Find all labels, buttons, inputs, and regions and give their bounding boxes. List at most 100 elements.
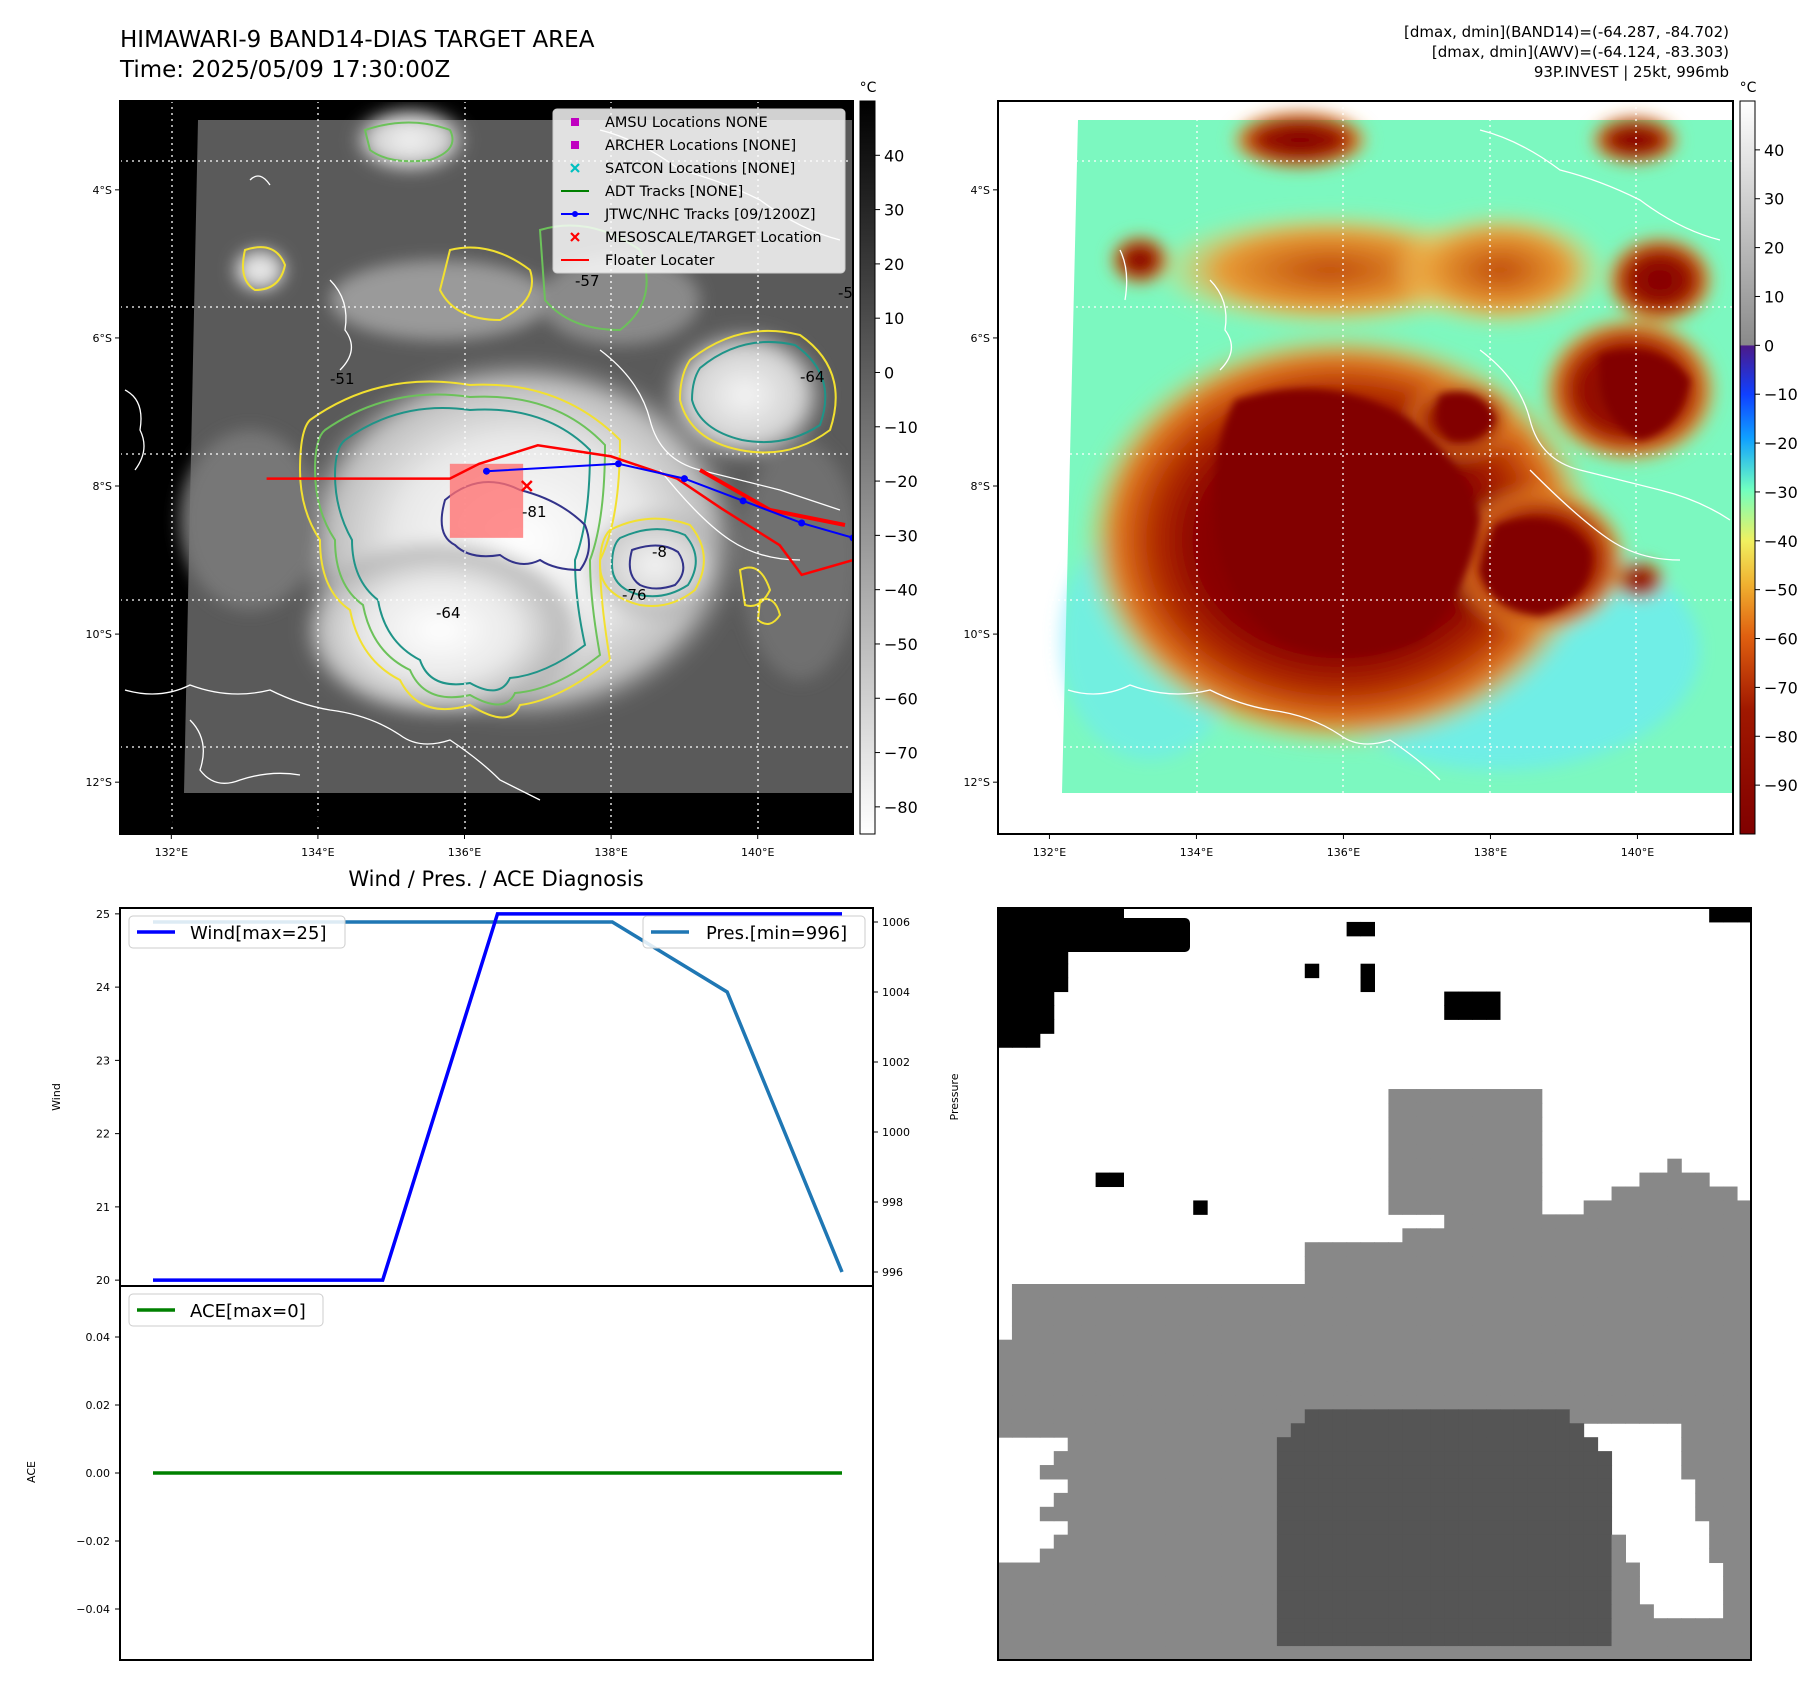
wmg-cell xyxy=(1500,1116,1515,1132)
wmg-cell xyxy=(1472,991,1487,1006)
wmg-cell xyxy=(1402,1478,1417,1494)
wmg-cell xyxy=(1681,1632,1696,1647)
wmg-cell xyxy=(1039,1325,1055,1341)
wmg-cell xyxy=(1262,1492,1278,1508)
wmg-cell xyxy=(1597,1339,1613,1355)
wmg-cell xyxy=(1402,1325,1417,1341)
wmg-cell xyxy=(1541,1297,1557,1313)
jtwc-track xyxy=(486,462,853,539)
legend-square-marker xyxy=(571,141,579,149)
wmg-cell xyxy=(1416,1409,1431,1424)
wmg-cell xyxy=(1067,1311,1083,1327)
wmg-cell xyxy=(1011,1423,1027,1438)
wmg-cell xyxy=(1639,1256,1654,1271)
wmg-cell xyxy=(1109,1492,1124,1508)
wmg-cell xyxy=(1374,1478,1389,1494)
wmg-cell xyxy=(1165,1409,1180,1424)
wmg-cell xyxy=(1569,1270,1585,1285)
wmg-cell xyxy=(1360,1381,1375,1396)
wmg-cell xyxy=(1555,1228,1571,1243)
wmg-cell xyxy=(1151,1478,1166,1494)
wmg-cell xyxy=(1444,1548,1459,1564)
wmg-cell xyxy=(1500,1604,1515,1619)
wmg-cell xyxy=(1318,1506,1334,1522)
wmg-cell xyxy=(1276,1646,1292,1661)
wmg-cell xyxy=(1430,1437,1445,1452)
wmg-cell xyxy=(1123,1423,1138,1438)
wmg-cell xyxy=(1583,1256,1599,1271)
wmg-cell xyxy=(1388,1395,1403,1410)
wmg-cell xyxy=(1249,1367,1264,1382)
wmg-cell xyxy=(1653,1311,1668,1327)
wmg-cell xyxy=(1011,1409,1027,1424)
wmg-cell xyxy=(998,1646,1013,1661)
wmg-cell xyxy=(1039,1409,1055,1424)
wmg-cell xyxy=(1262,1632,1278,1647)
wmg-cell xyxy=(1304,1339,1320,1355)
wmg-cell xyxy=(1332,1646,1348,1661)
wmg-cell xyxy=(1486,1367,1501,1382)
wmg-cell xyxy=(1430,1381,1445,1396)
awv-lat-tick-label: 4°S xyxy=(971,184,990,197)
wmg-cell xyxy=(1444,1130,1459,1146)
wmg-cell xyxy=(1095,1367,1111,1382)
wmg-cell xyxy=(1346,1576,1362,1591)
wmg-cell xyxy=(1402,1200,1417,1215)
wmg-cell xyxy=(1430,1200,1445,1215)
wmg-cell xyxy=(1360,1576,1375,1591)
wmg-cell xyxy=(1583,1465,1599,1480)
wmg-cell xyxy=(1416,1646,1431,1661)
wmg-cell xyxy=(1681,1284,1696,1299)
wmg-cell xyxy=(1025,1618,1041,1633)
wmg-cell xyxy=(1346,1562,1362,1577)
wmg-cell xyxy=(1597,1409,1613,1424)
wmg-cell xyxy=(1709,1284,1724,1299)
wmg-cell xyxy=(1583,1590,1599,1605)
wmg-cell xyxy=(1500,1214,1515,1229)
wmg-cell xyxy=(1486,1632,1501,1647)
wmg-cell xyxy=(1137,1339,1152,1355)
wmg-cell xyxy=(1332,1284,1348,1299)
pressure-tick-label: 996 xyxy=(882,1266,903,1279)
legend-entry: ADT Tracks [NONE] xyxy=(561,184,743,200)
wmg-cell xyxy=(1639,1632,1654,1647)
wmg-cell xyxy=(1402,1409,1417,1424)
wmg-cell xyxy=(1123,1506,1138,1522)
wmg-cell xyxy=(1583,1297,1599,1313)
wmg-cell xyxy=(1081,1325,1097,1341)
wmg-cell xyxy=(1039,1297,1055,1313)
wmg-cell xyxy=(1541,1632,1557,1647)
wmg-cell xyxy=(1500,1242,1515,1257)
wmg-cell xyxy=(1388,1130,1403,1146)
target-x-stroke xyxy=(520,480,533,492)
wmg-cell xyxy=(1067,1284,1083,1299)
wmg-cell xyxy=(1625,1186,1640,1201)
wmg-cell xyxy=(1095,1465,1111,1480)
wmg-cell xyxy=(1332,1562,1348,1577)
wind-tick-label: 24 xyxy=(96,981,110,994)
wmg-cell xyxy=(1597,1381,1613,1396)
wmg-cell xyxy=(1025,977,1041,993)
wmg-cell xyxy=(1527,1130,1543,1146)
wmg-cell xyxy=(1513,1548,1529,1564)
wmg-cell xyxy=(1290,1297,1306,1313)
wmg-cell xyxy=(1318,1284,1334,1299)
wmg-cell xyxy=(1430,1102,1445,1118)
colorbar-tick-label: −60 xyxy=(1764,630,1798,649)
wmg-cell xyxy=(1444,1270,1459,1285)
wmg-cell xyxy=(1402,1089,1417,1104)
wmg-cell xyxy=(1276,1395,1292,1410)
wmg-cell xyxy=(1067,1548,1083,1564)
wmg-cell xyxy=(1500,1186,1515,1201)
wmg-cell xyxy=(1625,1325,1640,1341)
wmg-cell xyxy=(1486,1172,1501,1188)
wmg-cell xyxy=(1179,1423,1194,1438)
wmg-cell xyxy=(1737,1297,1752,1313)
wmg-cell xyxy=(1207,1465,1222,1480)
colorbar-tick-label: 30 xyxy=(884,201,904,220)
wmg-cell xyxy=(1318,1604,1334,1619)
wmg-cell xyxy=(1346,1604,1362,1619)
colorbar-tick-label: −20 xyxy=(1764,434,1798,453)
wind-pressure-frame xyxy=(119,907,874,1287)
wmg-cell xyxy=(1039,1284,1055,1299)
